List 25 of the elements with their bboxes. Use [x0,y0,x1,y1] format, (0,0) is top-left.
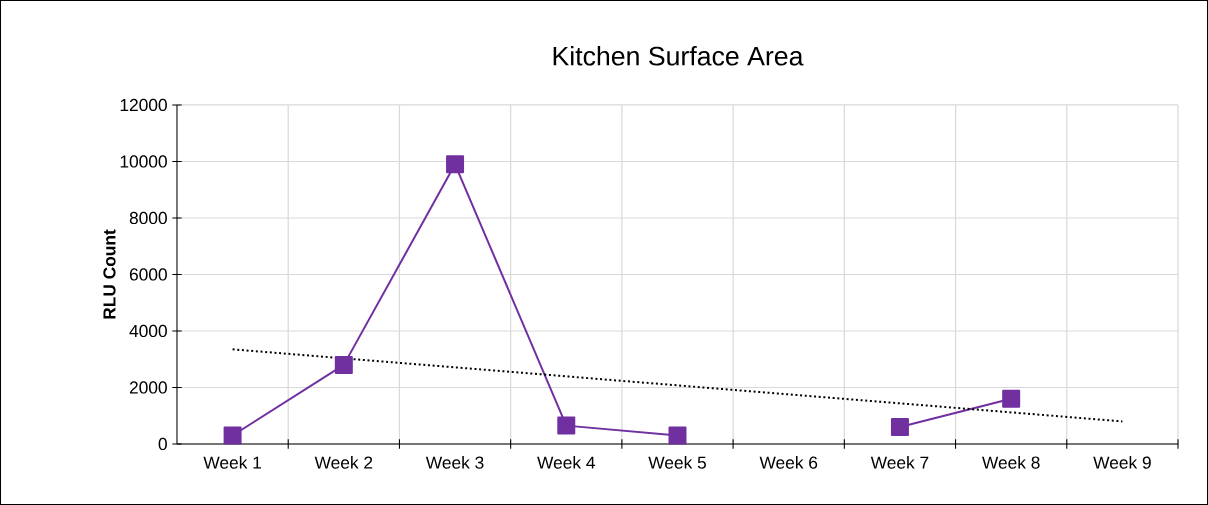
point [223,426,242,445]
y-tick-label: 0 [158,437,167,451]
y-tick-label: 10000 [120,155,167,168]
y-tick-label: 6000 [129,268,167,281]
x-tick-label: Week 4 [537,456,595,469]
x-tick-label: Week 7 [870,456,929,469]
chart-title: Kitchen Surface Area [553,46,804,66]
x-tick-label: Week 8 [982,456,1040,469]
x-tick-label: Week 1 [203,456,261,469]
x-tick-label: Week 2 [314,456,373,469]
x-tick-label: Week 9 [1093,456,1151,469]
point [890,418,909,437]
point [1002,389,1021,408]
y-tick-label: 12000 [120,98,167,112]
y-tick-label: 2000 [129,381,167,394]
y-axis-title: RLU Count [103,229,116,319]
x-tick-label: Week 3 [425,456,484,469]
y-tick-label: 8000 [129,211,167,225]
x-tick-label: Week 5 [648,456,706,469]
point [668,426,687,445]
point [557,416,576,435]
x-tick-label: Week 6 [759,456,818,469]
point [334,355,353,374]
point [446,155,465,174]
y-tick-label: 4000 [129,324,167,338]
